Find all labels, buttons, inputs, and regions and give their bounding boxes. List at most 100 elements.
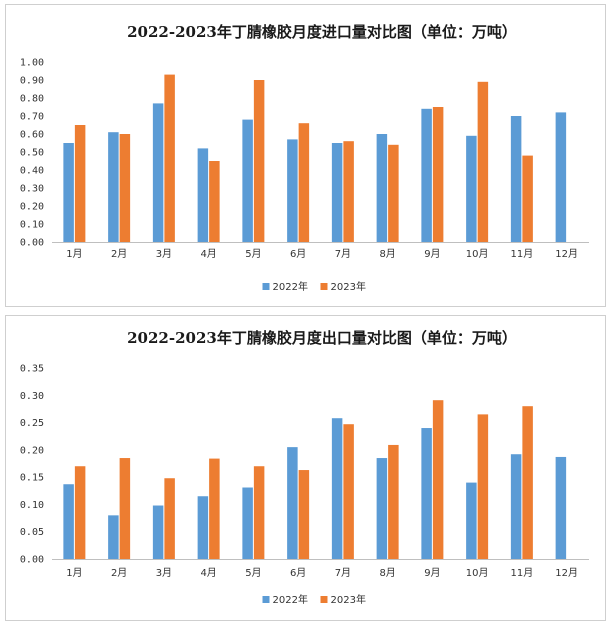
- y-tick-label: 0.15: [20, 473, 44, 484]
- legend-swatch: [320, 283, 328, 290]
- x-category-label: 3月: [156, 567, 172, 579]
- x-category-label: 3月: [156, 248, 172, 260]
- legend-label: 2023年: [331, 280, 366, 293]
- x-category-label: 5月: [245, 567, 261, 579]
- x-category-label: 11月: [511, 248, 534, 260]
- x-category-label: 9月: [424, 567, 440, 579]
- y-tick-label: 0.35: [20, 364, 44, 375]
- bar-series-2: [432, 107, 444, 242]
- legend-label: 2023年: [331, 593, 366, 606]
- bar-series-1: [287, 139, 298, 242]
- x-category-label: 9月: [424, 248, 440, 260]
- bar-series-2: [522, 406, 533, 559]
- bar-series-2: [74, 125, 86, 242]
- x-category-label: 8月: [379, 248, 395, 260]
- x-category-label: 5月: [245, 248, 261, 260]
- legend: 2022年 2023年: [262, 593, 366, 606]
- bar-series-1: [152, 505, 164, 559]
- x-category-label: 7月: [335, 567, 351, 579]
- bar-series-1: [466, 135, 477, 242]
- legend-swatch: [262, 596, 270, 603]
- bar-series-2: [343, 141, 354, 242]
- bar-series-2: [477, 81, 489, 242]
- bar-series-2: [253, 80, 265, 242]
- bar-series-1: [555, 456, 567, 559]
- bar-series-2: [164, 74, 175, 242]
- y-tick-label: 0.50: [20, 148, 44, 159]
- y-tick-label: 0.20: [20, 202, 44, 213]
- bar-series-2: [522, 155, 533, 242]
- y-tick-label: 0.00: [20, 555, 44, 566]
- bar-series-1: [331, 418, 343, 559]
- bar-series-1: [331, 143, 343, 242]
- y-tick-label: 0.25: [20, 418, 44, 429]
- x-category-label: 6月: [290, 567, 306, 579]
- y-tick-label: 0.10: [20, 220, 44, 231]
- bar-series-2: [209, 458, 220, 559]
- bar-series-1: [376, 134, 388, 242]
- legend-swatch: [262, 283, 270, 290]
- bar-series-1: [555, 112, 567, 243]
- y-tick-label: 0.60: [20, 130, 44, 141]
- y-tick-label: 0.40: [20, 166, 44, 177]
- bar-series-1: [152, 103, 164, 243]
- bar-series-2: [253, 466, 265, 559]
- bar-series-1: [63, 143, 74, 242]
- bar-series-2: [432, 400, 444, 559]
- bar-series-1: [242, 487, 253, 559]
- x-category-label: 2月: [111, 248, 127, 260]
- y-tick-label: 0.00: [20, 238, 44, 249]
- bar-series-2: [298, 123, 310, 242]
- bar-series-2: [343, 424, 354, 559]
- import-chart-panel: 2022-2023年丁腈橡胶月度进口量对比图（单位：万吨） 0.00 0.10 0.…: [5, 4, 606, 307]
- bar-series-2: [477, 414, 489, 559]
- bar-series-1: [510, 454, 522, 559]
- y-tick-label: 0.05: [20, 527, 44, 538]
- y-tick-label: 0.80: [20, 94, 44, 105]
- y-tick-label: 1.00: [20, 58, 44, 69]
- x-category-label: 8月: [379, 567, 395, 579]
- bar-series-2: [388, 444, 399, 559]
- x-category-label: 11月: [511, 567, 534, 579]
- x-category-label: 4月: [200, 567, 216, 579]
- y-tick-label: 0.10: [20, 500, 44, 511]
- x-category-label: 7月: [335, 248, 351, 260]
- bar-series-1: [108, 132, 119, 242]
- bar-series-1: [510, 116, 522, 242]
- export-chart-panel: 2022-2023年丁腈橡胶月度出口量对比图（单位：万吨） 0.00 0.05 0.…: [5, 315, 606, 621]
- x-category-label: 10月: [466, 248, 489, 260]
- bar-series-1: [242, 119, 253, 242]
- y-tick-label: 0.70: [20, 112, 44, 123]
- legend-label: 2022年: [273, 280, 308, 293]
- x-category-label: 1月: [66, 567, 82, 579]
- y-tick-label: 0.90: [20, 76, 44, 87]
- y-tick-label: 0.30: [20, 391, 44, 402]
- bar-series-1: [466, 482, 477, 559]
- y-tick-label: 0.20: [20, 445, 44, 456]
- export-chart: 2022-2023年丁腈橡胶月度出口量对比图（单位：万吨） 0.00 0.05 0.…: [20, 329, 589, 606]
- bar-series-1: [108, 515, 119, 559]
- legend-swatch: [320, 596, 328, 603]
- bar-series-1: [197, 496, 209, 559]
- x-category-label: 4月: [200, 248, 216, 260]
- bar-series-2: [119, 458, 131, 559]
- bar-series-2: [209, 161, 220, 242]
- import-chart: 2022-2023年丁腈橡胶月度进口量对比图（单位：万吨） 0.00 0.10 0.…: [20, 23, 589, 293]
- x-category-label: 12月: [555, 248, 578, 260]
- bar-series-2: [164, 478, 175, 559]
- bar-series-2: [388, 144, 399, 242]
- legend: 2022年 2023年: [262, 280, 366, 293]
- x-category-label: 6月: [290, 248, 306, 260]
- bar-series-1: [421, 108, 432, 242]
- legend-label: 2022年: [273, 593, 308, 606]
- bar-series-1: [63, 484, 74, 559]
- y-tick-label: 0.30: [20, 184, 44, 195]
- x-category-label: 12月: [555, 567, 578, 579]
- x-category-label: 10月: [466, 567, 489, 579]
- bar-series-1: [287, 447, 298, 559]
- bar-series-2: [298, 470, 310, 559]
- bar-series-2: [119, 134, 131, 242]
- chart-title: 2022-2023年丁腈橡胶月度进口量对比图（单位：万吨）: [127, 23, 517, 41]
- bar-series-2: [74, 466, 86, 559]
- x-category-label: 1月: [66, 248, 82, 260]
